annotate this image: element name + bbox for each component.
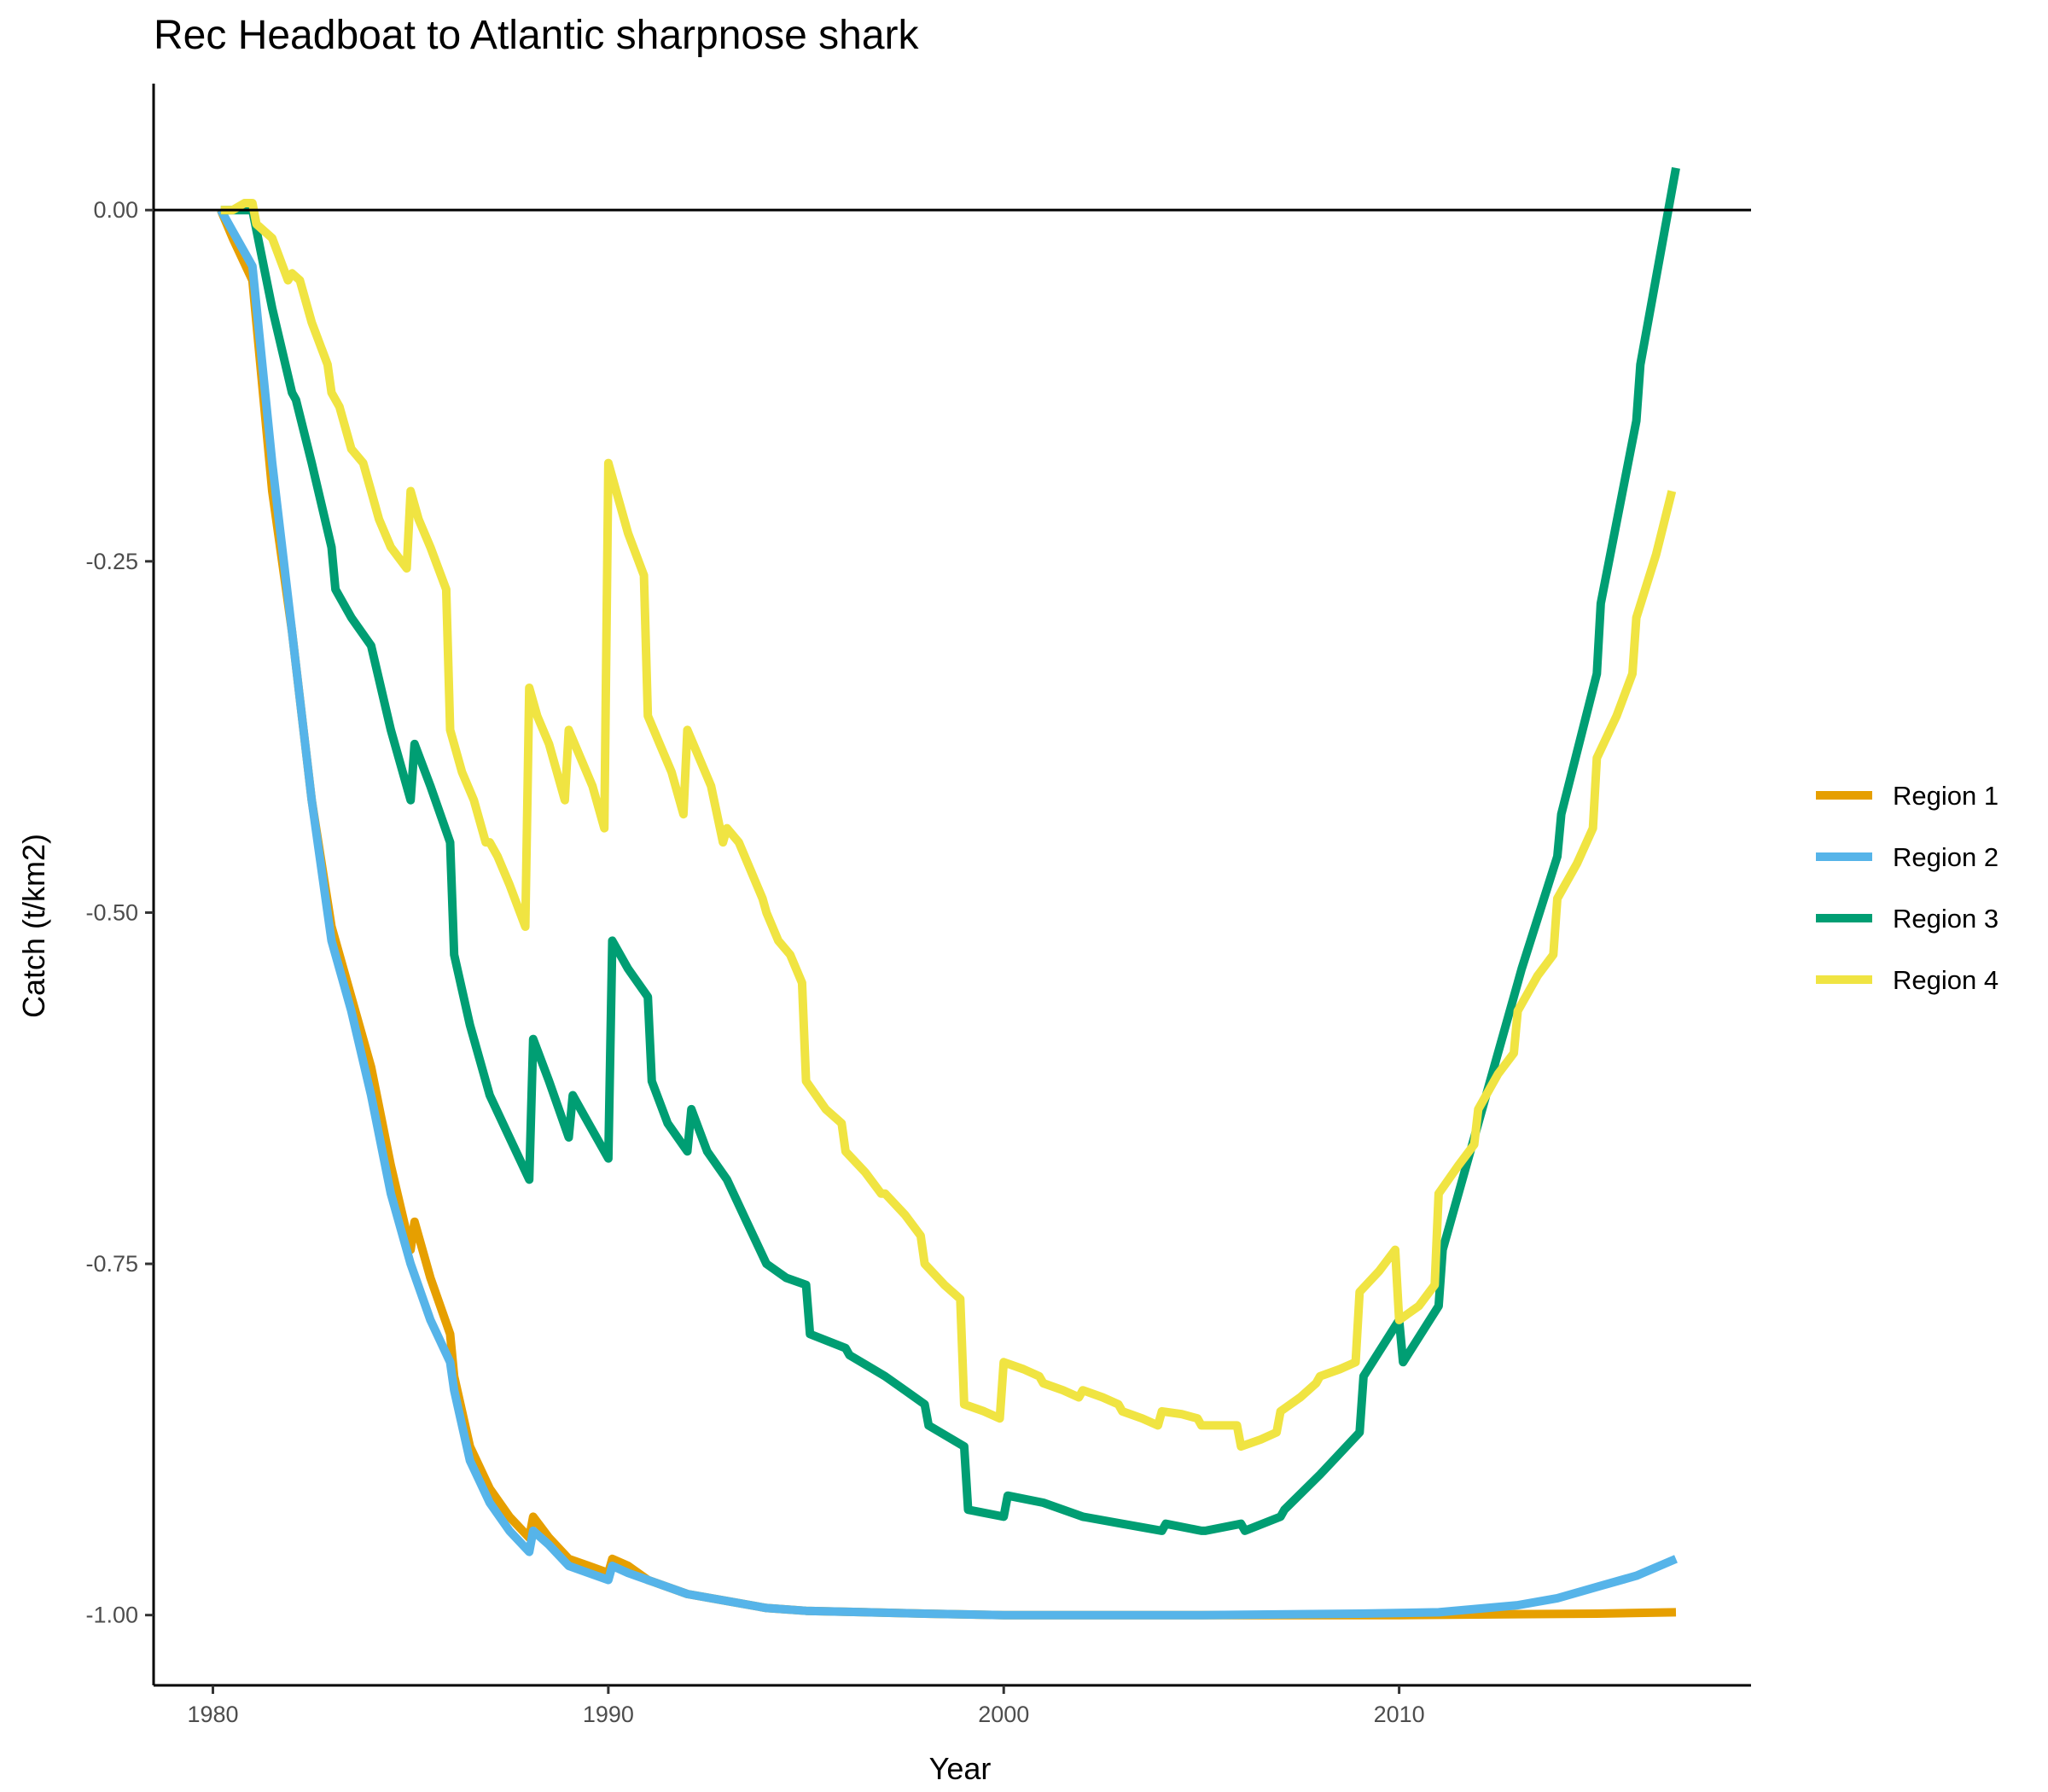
y-axis-title: Catch (t/km2) [16,834,51,1018]
y-tick-label: -0.25 [85,549,138,574]
axes [152,84,1751,1687]
y-tick-label: -0.75 [85,1251,138,1277]
legend-label-region-2: Region 2 [1893,842,1999,872]
x-tick-label: 2000 [978,1702,1029,1727]
x-tick-label: 1980 [187,1702,238,1727]
y-tick-label: 0.00 [93,197,138,223]
series-lines [217,166,1680,1620]
series-line-region-3 [220,166,1680,1535]
legend-label-region-1: Region 1 [1893,781,1999,811]
legend-label-region-4: Region 4 [1893,965,1999,995]
y-tick-label: -1.00 [85,1603,138,1628]
y-axis-ticks: 0.00 -0.25 -0.50 -0.75 -1.00 [85,197,154,1628]
x-tick-label: 2010 [1374,1702,1425,1727]
x-axis-ticks: 1980 1990 2000 2010 [187,1685,1425,1727]
legend-label-region-3: Region 3 [1893,904,1999,934]
x-tick-label: 1990 [583,1702,634,1727]
y-tick-label: -0.50 [85,899,138,925]
series-line-region-2 [217,207,1678,1620]
chart-title: Rec Headboat to Atlantic sharpnose shark [154,13,919,58]
series-line-region-4 [220,199,1677,1452]
x-axis-title: Year [929,1751,992,1786]
legend: Region 1 Region 2 Region 3 Region 4 [1816,781,1999,995]
series-line-region-1 [217,208,1677,1620]
